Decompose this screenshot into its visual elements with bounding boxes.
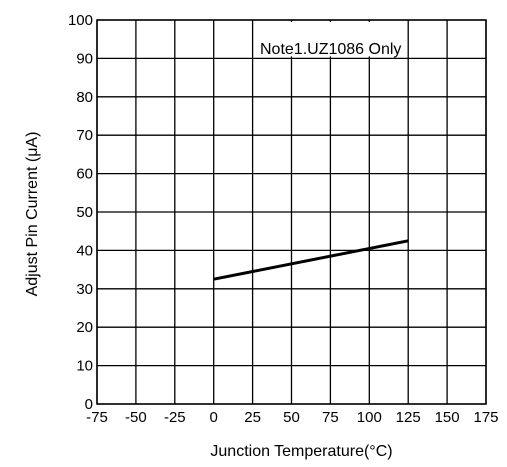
- y-tick-label: 50: [76, 204, 93, 221]
- y-axis-label: Adjust Pin Current (μA): [24, 132, 41, 297]
- x-tick-label: 75: [322, 409, 339, 426]
- y-tick-label: 60: [76, 166, 93, 183]
- x-axis-label: Junction Temperature(°C): [210, 443, 392, 460]
- tick-labels: -75 -50 -25 0 25 50 75 100 125 150 175 0 10 20 30 40 50 6…: [68, 12, 499, 426]
- y-tick-label: 80: [76, 89, 93, 106]
- x-tick-label: -50: [125, 409, 147, 426]
- x-tick-label: 125: [396, 409, 421, 426]
- plot-frame: [96, 19, 487, 405]
- x-tick-label: 50: [283, 409, 300, 426]
- y-tick-label: 70: [76, 127, 93, 144]
- y-tick-label: 90: [76, 50, 93, 67]
- x-tick-label: 25: [244, 409, 261, 426]
- y-tick-label: 0: [85, 396, 93, 413]
- series-line: [213, 239, 409, 281]
- y-tick-label: 10: [76, 358, 93, 375]
- y-tick-label: 100: [68, 12, 93, 29]
- series-lines: [213, 239, 409, 281]
- x-tick-label: -75: [86, 409, 108, 426]
- x-tick-label: -25: [164, 409, 186, 426]
- y-tick-label: 30: [76, 281, 93, 298]
- y-tick-label: 40: [76, 242, 93, 259]
- x-tick-label: 100: [357, 409, 382, 426]
- x-tick-label: 150: [435, 409, 460, 426]
- x-tick-label: 175: [473, 409, 498, 426]
- y-tick-label: 20: [76, 319, 93, 336]
- annotation-background: [257, 22, 405, 57]
- x-tick-label: 0: [210, 409, 218, 426]
- annotation-note: Note1.UZ1086 Only: [260, 41, 401, 58]
- grid: [96, 19, 487, 405]
